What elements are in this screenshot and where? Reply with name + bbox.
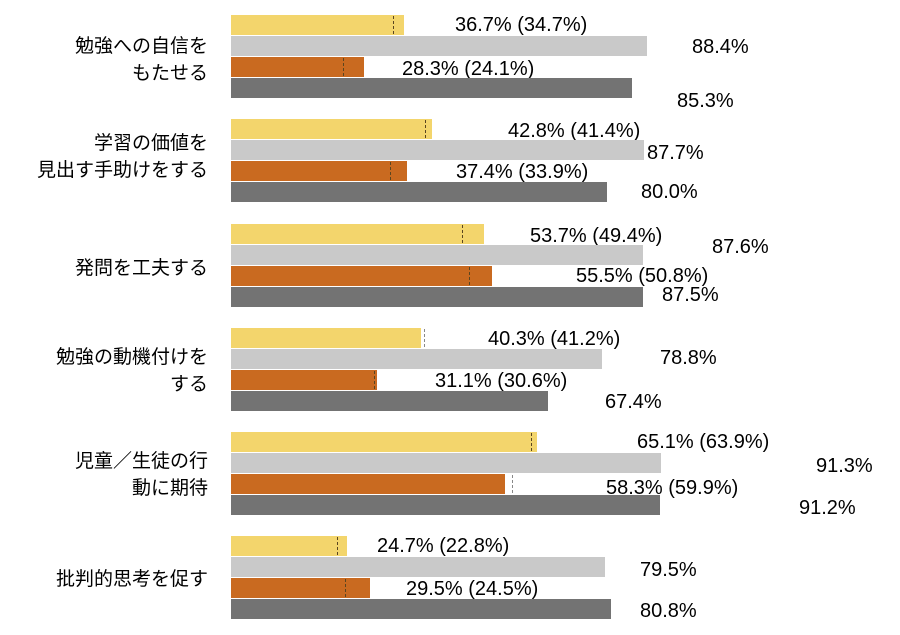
- bar-series-3: [231, 266, 493, 286]
- reference-marker: [389, 162, 391, 180]
- category-label: 学習の価値を 見出す手助けをする: [36, 132, 208, 181]
- reference-marker: [393, 16, 395, 34]
- bar-series-4: [231, 182, 608, 202]
- reference-marker: [423, 329, 425, 347]
- bar-series-3: [231, 578, 370, 598]
- reference-marker: [530, 433, 532, 451]
- bar-series-2: [231, 245, 644, 265]
- bar-series-4: [231, 599, 612, 619]
- reference-marker: [469, 267, 471, 285]
- value-label: 78.8%: [660, 347, 717, 369]
- reference-marker: [345, 579, 347, 597]
- reference-marker: [511, 475, 513, 493]
- value-label: 42.8% (41.4%): [508, 120, 641, 142]
- category-label: 児童／生徒の行 動に期待: [74, 450, 208, 499]
- bar-series-3: [231, 474, 513, 494]
- value-label: 36.7% (34.7%): [455, 14, 588, 36]
- value-label: 79.5%: [640, 559, 697, 581]
- bar-series-1: [231, 15, 404, 35]
- value-label: 87.5%: [662, 284, 719, 306]
- value-label: 28.3% (24.1%): [402, 58, 535, 80]
- bar-series-2: [231, 36, 647, 56]
- value-label: 55.5% (50.8%): [576, 265, 709, 287]
- bar-series-1: [231, 328, 425, 348]
- bar-series-4: [231, 78, 633, 98]
- bar-series-4: [231, 495, 661, 515]
- value-label: 91.2%: [799, 497, 856, 519]
- reference-marker: [424, 120, 426, 138]
- value-label: 65.1% (63.9%): [637, 431, 770, 453]
- reference-marker: [337, 537, 339, 555]
- value-label: 91.3%: [816, 455, 873, 477]
- bar-series-4: [231, 287, 643, 307]
- bar-series-1: [231, 224, 484, 244]
- value-label: 40.3% (41.2%): [488, 328, 621, 350]
- value-label: 67.4%: [605, 391, 662, 413]
- bar-series-3: [231, 57, 365, 77]
- bar-series-1: [231, 432, 538, 452]
- bar-series-1: [231, 119, 433, 139]
- category-label: 勉強の動機付けを する: [55, 346, 208, 395]
- reference-marker: [343, 58, 345, 76]
- category-label: 批判的思考を促す: [55, 568, 208, 590]
- reference-marker: [374, 371, 375, 389]
- value-label: 87.7%: [647, 142, 704, 164]
- bar-series-2: [231, 140, 644, 160]
- bar-series-4: [231, 391, 549, 411]
- value-label: 85.3%: [677, 90, 734, 112]
- value-label: 80.0%: [641, 181, 698, 203]
- value-label: 58.3% (59.9%): [606, 477, 739, 499]
- bar-series-2: [231, 557, 606, 577]
- value-label: 80.8%: [640, 600, 697, 622]
- category-label: 勉強への自信を もたせる: [74, 35, 208, 84]
- bar-series-1: [231, 536, 348, 556]
- value-label: 31.1% (30.6%): [435, 370, 568, 392]
- value-label: 88.4%: [692, 36, 749, 58]
- value-label: 24.7% (22.8%): [377, 535, 510, 557]
- bar-series-3: [231, 370, 378, 390]
- value-label: 53.7% (49.4%): [530, 225, 663, 247]
- bar-series-2: [231, 453, 661, 473]
- value-label: 37.4% (33.9%): [456, 161, 589, 183]
- bar-series-3: [231, 161, 407, 181]
- value-label: 29.5% (24.5%): [406, 578, 539, 600]
- category-label: 発問を工夫する: [74, 257, 208, 279]
- bar-series-2: [231, 349, 602, 369]
- value-label: 87.6%: [712, 236, 769, 258]
- reference-marker: [462, 225, 464, 243]
